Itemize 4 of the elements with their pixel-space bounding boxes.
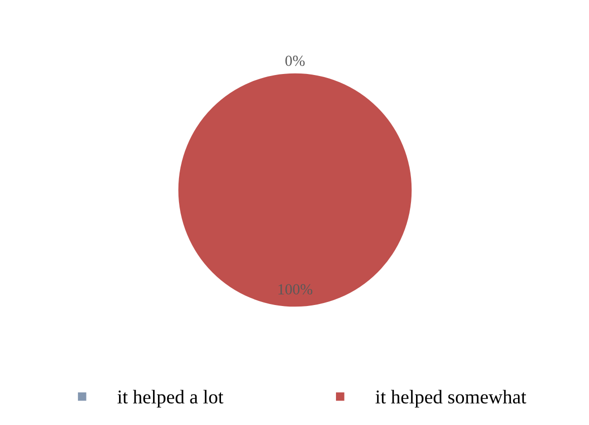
legend-label: it helped a lot bbox=[118, 390, 224, 408]
legend-label: it helped somewhat bbox=[376, 390, 526, 408]
text: 0% bbox=[285, 56, 305, 66]
data-label: 100% bbox=[278, 284, 312, 295]
